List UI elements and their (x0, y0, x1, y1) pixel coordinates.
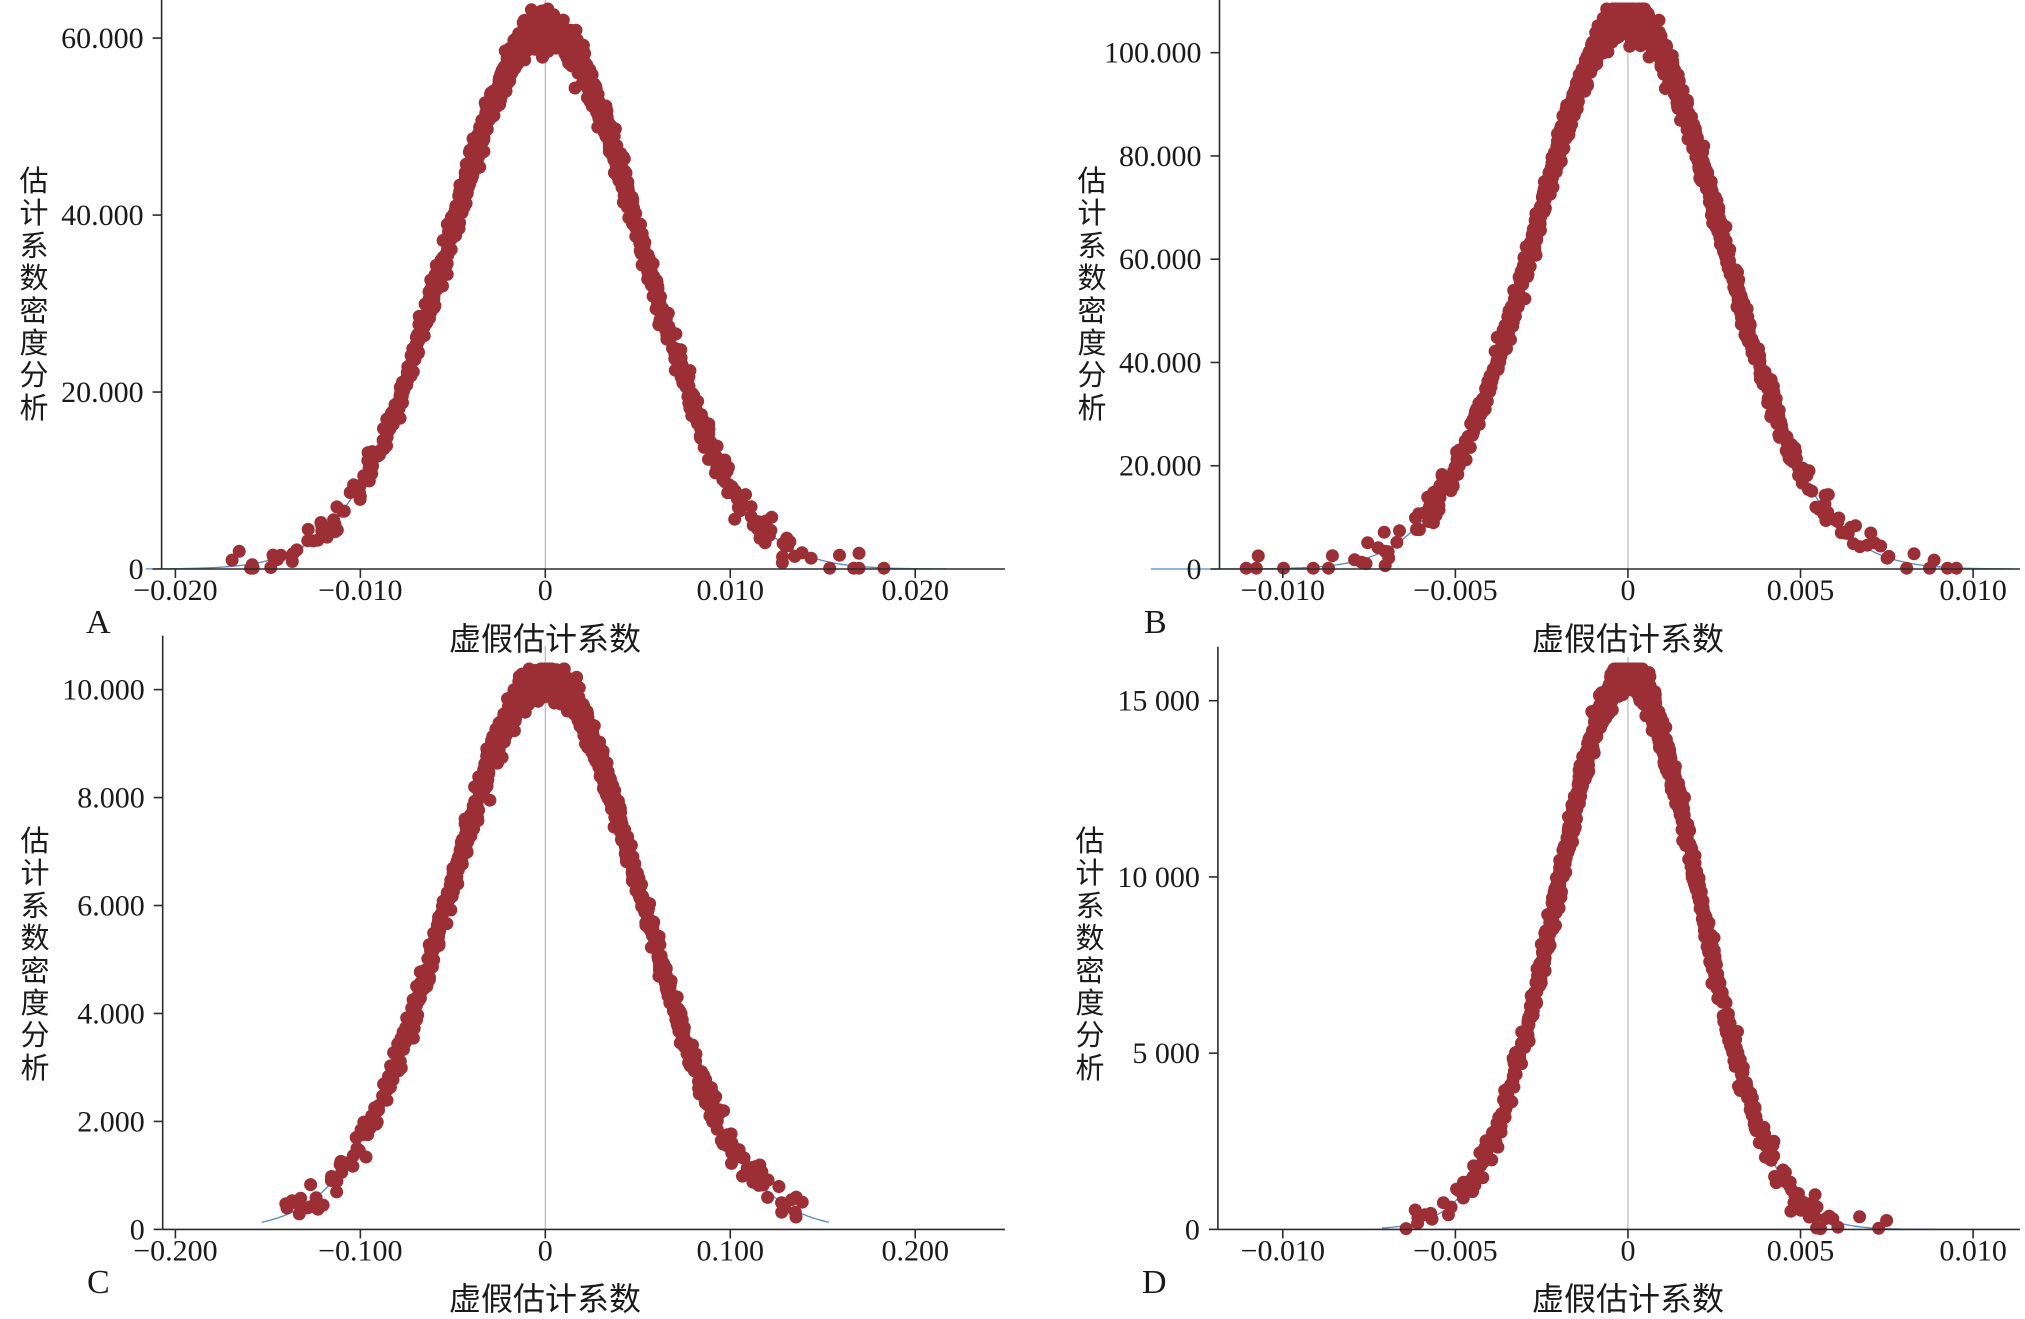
svg-text:−0.200: −0.200 (133, 1234, 217, 1267)
svg-text:0: 0 (1620, 1234, 1635, 1267)
svg-text:4.000: 4.000 (77, 997, 145, 1030)
svg-text:10.000: 10.000 (62, 674, 145, 707)
svg-text:0: 0 (1187, 553, 1202, 586)
svg-text:0.005: 0.005 (1767, 1234, 1835, 1267)
svg-text:20.000: 20.000 (1119, 450, 1202, 483)
svg-text:20.000: 20.000 (61, 376, 144, 409)
svg-text:0.010: 0.010 (1939, 1234, 2007, 1267)
svg-text:40.000: 40.000 (1119, 346, 1202, 379)
svg-text:0.200: 0.200 (881, 1234, 949, 1267)
svg-text:10 000: 10 000 (1117, 861, 1200, 894)
svg-text:−0.010: −0.010 (1241, 1234, 1325, 1267)
svg-text:−0.100: −0.100 (318, 1234, 402, 1267)
svg-text:100.000: 100.000 (1104, 37, 1202, 70)
svg-text:40.000: 40.000 (61, 199, 144, 232)
svg-text:2.000: 2.000 (77, 1105, 145, 1138)
svg-text:60.000: 60.000 (61, 22, 144, 55)
svg-text:0: 0 (1185, 1213, 1200, 1246)
svg-text:0.100: 0.100 (697, 1234, 765, 1267)
svg-text:6.000: 6.000 (77, 890, 145, 923)
svg-text:8.000: 8.000 (77, 782, 145, 815)
svg-text:5 000: 5 000 (1132, 1037, 1200, 1070)
svg-text:−0.005: −0.005 (1413, 1234, 1497, 1267)
svg-text:80.000: 80.000 (1119, 140, 1202, 173)
svg-text:60.000: 60.000 (1119, 243, 1202, 276)
svg-text:0: 0 (538, 1234, 553, 1267)
svg-text:15 000: 15 000 (1117, 685, 1200, 718)
